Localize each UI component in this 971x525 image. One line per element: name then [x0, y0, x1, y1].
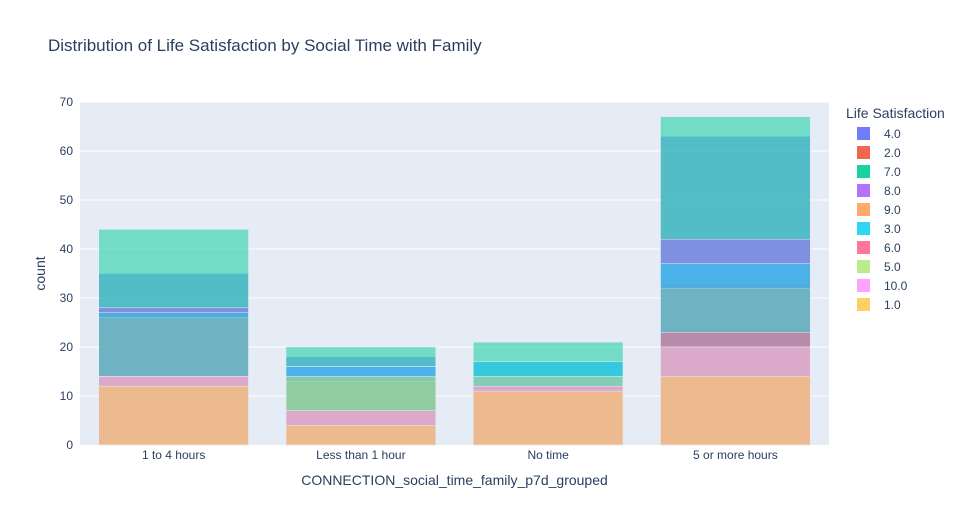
- legend-label: 7.0: [884, 165, 901, 179]
- y-tick-label: 30: [60, 291, 74, 305]
- y-tick-label: 40: [60, 242, 74, 256]
- legend-item[interactable]: 3.0: [857, 222, 901, 236]
- bar: [472, 390, 624, 446]
- legend-title: Life Satisfaction: [846, 105, 945, 121]
- y-tick-label: 70: [60, 95, 74, 109]
- legend: Life Satisfaction 4.0 2.0 7.0 8.0 9.0 3.0 6.0 5…: [846, 105, 945, 312]
- x-tick-label: 1 to 4 hours: [142, 448, 205, 462]
- y-tick-label: 20: [60, 340, 74, 354]
- y-tick-label: 10: [60, 389, 74, 403]
- legend-item[interactable]: 9.0: [857, 203, 901, 217]
- legend-label: 8.0: [884, 184, 901, 198]
- legend-swatch: [857, 241, 870, 254]
- legend-label: 5.0: [884, 260, 901, 274]
- legend-swatch: [857, 127, 870, 140]
- legend-item[interactable]: 8.0: [857, 184, 901, 198]
- y-tick-label: 0: [66, 438, 73, 452]
- legend-label: 4.0: [884, 127, 901, 141]
- y-axis-title: count: [32, 256, 48, 290]
- y-tick-label: 60: [60, 144, 74, 158]
- x-tick-label: 5 or more hours: [693, 448, 778, 462]
- y-axis: 0 10 20 30 40 50 60 70: [60, 95, 74, 452]
- legend-swatch: [857, 165, 870, 178]
- legend-swatch: [857, 184, 870, 197]
- legend-label: 3.0: [884, 222, 901, 236]
- legend-swatch: [857, 203, 870, 216]
- legend-label: 9.0: [884, 203, 901, 217]
- legend-swatch: [857, 279, 870, 292]
- chart-title: Distribution of Life Satisfaction by Soc…: [48, 36, 482, 55]
- legend-swatch: [857, 298, 870, 311]
- bar: [98, 385, 249, 446]
- bar: [285, 425, 437, 446]
- x-axis-title: CONNECTION_social_time_family_p7d_groupe…: [301, 472, 608, 488]
- legend-label: 6.0: [884, 241, 901, 255]
- x-tick-label: No time: [527, 448, 569, 462]
- legend-label: 10.0: [884, 279, 908, 293]
- legend-item[interactable]: 4.0: [857, 127, 901, 141]
- legend-swatch: [857, 260, 870, 273]
- legend-swatch: [857, 222, 870, 235]
- legend-label: 2.0: [884, 146, 901, 160]
- bars: [98, 116, 811, 446]
- legend-item[interactable]: 2.0: [857, 146, 901, 160]
- bar: [660, 376, 811, 446]
- legend-item[interactable]: 6.0: [857, 241, 901, 255]
- x-axis: 1 to 4 hours Less than 1 hour No time 5 or …: [142, 448, 778, 462]
- legend-item[interactable]: 7.0: [857, 165, 901, 179]
- legend-label: 1.0: [884, 298, 901, 312]
- legend-swatch: [857, 146, 870, 159]
- x-tick-label: Less than 1 hour: [316, 448, 405, 462]
- legend-item[interactable]: 1.0: [857, 298, 901, 312]
- legend-item[interactable]: 5.0: [857, 260, 901, 274]
- y-tick-label: 50: [60, 193, 74, 207]
- legend-item[interactable]: 10.0: [857, 279, 908, 293]
